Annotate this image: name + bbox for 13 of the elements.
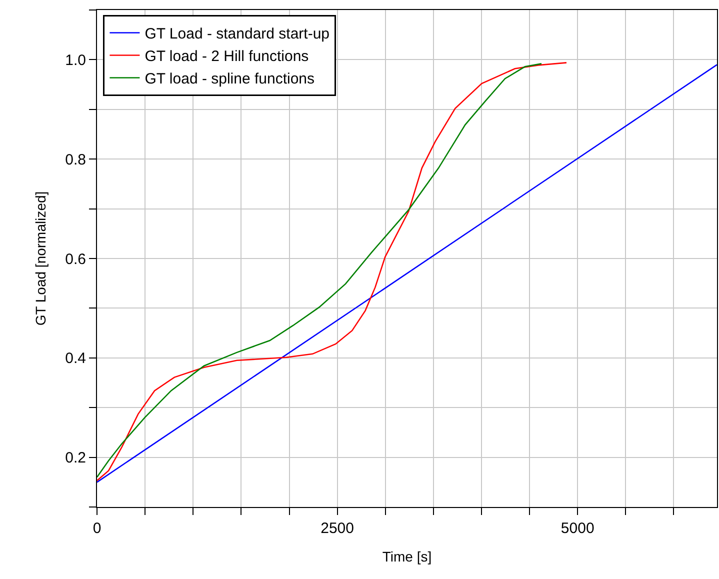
legend-label: GT load - spline functions xyxy=(144,70,315,88)
y-tick-label: 0.2 xyxy=(65,450,86,467)
y-axis-title: GT Load [normalized] xyxy=(32,191,49,326)
x-axis-title: Time [s] xyxy=(382,548,432,564)
x-tick-label: 2500 xyxy=(320,520,354,537)
legend-label: GT load - 2 Hill functions xyxy=(144,48,309,66)
y-tick-label: 0.6 xyxy=(65,250,86,268)
y-tick-label: 1.0 xyxy=(65,52,86,69)
y-tick-label: 0.4 xyxy=(65,350,86,368)
legend-label: GT Load - standard start-up xyxy=(144,26,330,43)
x-tick-label: 5000 xyxy=(560,520,594,537)
x-tick-label: 0 xyxy=(92,520,102,537)
y-tick-label: 0.8 xyxy=(65,151,86,168)
